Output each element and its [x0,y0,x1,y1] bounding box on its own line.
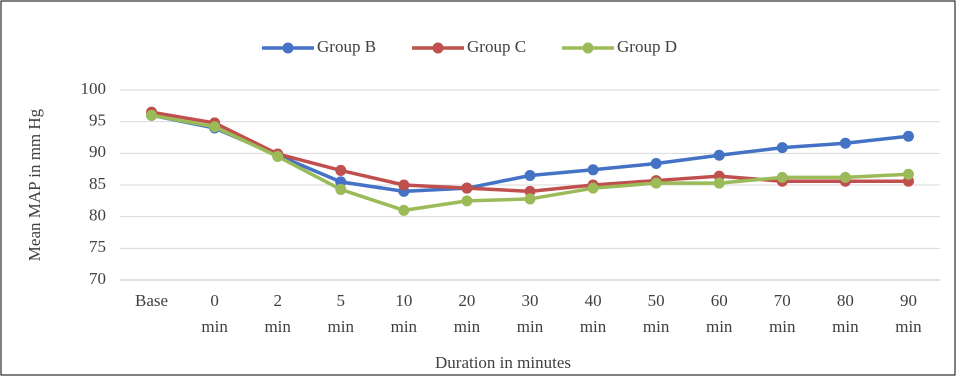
x-axis-title: Duration in minutes [435,353,571,372]
y-tick-label: 80 [89,206,106,225]
data-point [398,179,410,191]
data-point [335,176,347,188]
data-point [713,149,725,161]
data-point [650,157,662,169]
x-tick-label: 0 min [201,291,228,336]
x-tick-label: 70 min [769,291,796,336]
data-point [461,182,473,194]
legend-label: Group C [467,37,526,56]
data-point [524,185,536,197]
data-point [776,171,788,183]
data-point [272,151,284,162]
data-point [461,195,473,207]
y-tick-label: 95 [89,111,106,130]
legend-marker [282,42,294,54]
data-point [524,170,536,181]
y-tick-label: 70 [89,269,106,288]
x-tick-label: 80 min [832,291,859,336]
x-tick-label: Base [135,291,169,310]
legend-label: Group D [617,37,677,56]
x-tick-label: 10 min [390,291,418,336]
x-tick-label: 60 min [705,291,733,336]
data-point [839,137,851,149]
y-axis-title: Mean MAP in mm Hg [25,108,44,261]
y-tick-label: 90 [89,142,106,161]
legend-marker [582,42,594,54]
data-point [776,142,788,154]
legend-label: Group B [317,37,376,56]
x-tick-label: 90 min [895,291,922,336]
data-point [398,204,410,216]
data-point [335,164,347,176]
x-tick-label: 30 min [516,291,544,336]
data-point [902,130,914,142]
legend-marker [432,42,444,54]
x-tick-label: 20 min [453,291,481,336]
y-tick-label: 85 [89,174,106,193]
data-point [524,193,536,205]
y-tick-label: 75 [89,237,106,256]
data-point [713,177,725,189]
data-point [335,183,347,195]
data-point [587,182,599,194]
x-tick-label: 5 min [327,291,354,336]
data-point [839,171,851,183]
data-point [587,164,599,176]
x-tick-label: 50 min [642,291,670,336]
data-point [146,109,158,121]
x-tick-label: 2 min [264,291,291,336]
data-point [902,168,914,180]
y-tick-label: 100 [81,79,107,98]
data-point [209,121,221,133]
x-tick-label: 40 min [579,291,607,336]
data-point [650,177,662,189]
